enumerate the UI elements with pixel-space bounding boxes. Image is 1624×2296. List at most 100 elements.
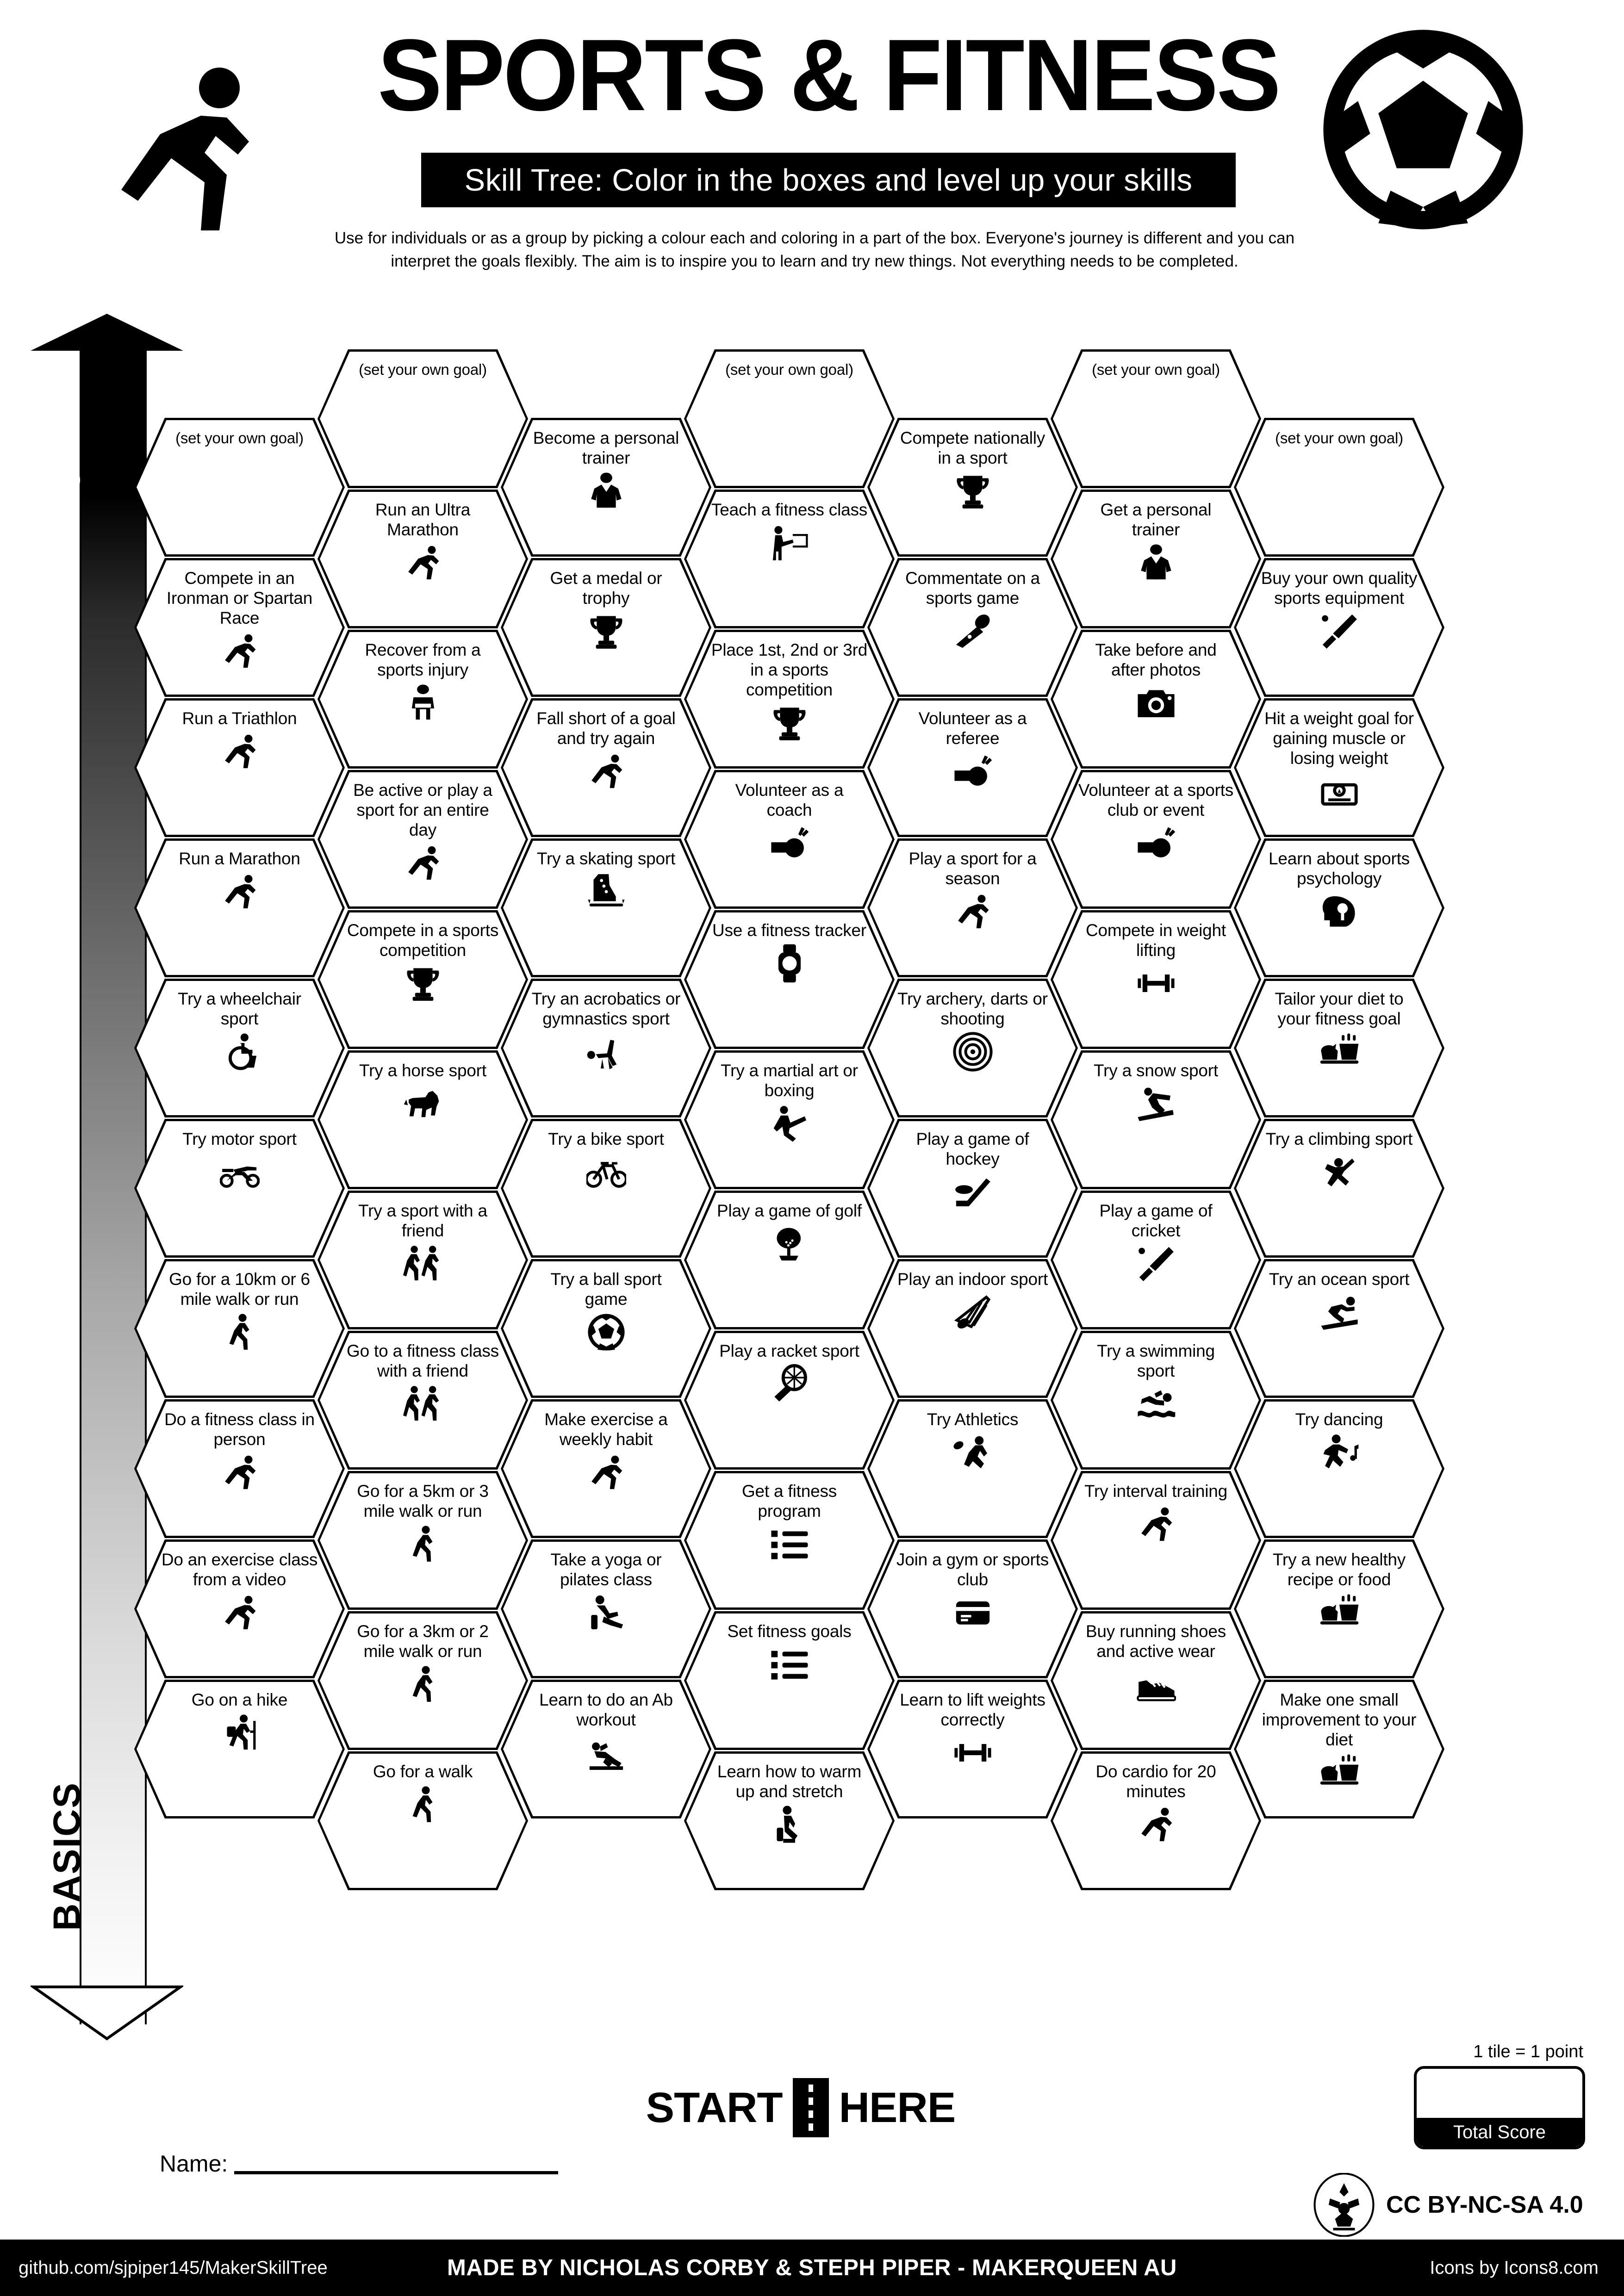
skill-tile-label: Learn to do an Ab workout <box>539 1690 673 1729</box>
skill-tile[interactable]: Get a fitness program <box>684 1471 895 1610</box>
skill-tile[interactable]: Play a game of golf <box>684 1191 895 1329</box>
total-score-box[interactable]: 1 tile = 1 point Total Score <box>1414 2042 1585 2149</box>
skill-tile[interactable]: Set fitness goals <box>684 1611 895 1750</box>
skill-tile-label: Try interval training <box>1084 1482 1228 1501</box>
skill-tile[interactable]: Try a martial art or boxing <box>684 1050 895 1189</box>
skill-tile-label: Play a game of cricket <box>1099 1201 1213 1240</box>
meal-icon <box>1319 1593 1359 1632</box>
github-link[interactable]: github.com/sjpiper145/MakerSkillTree <box>19 2257 328 2278</box>
runner-icon <box>403 543 443 583</box>
skill-tile[interactable]: Make one small improvement to your diet <box>1234 1680 1444 1818</box>
skill-tile-custom-goal[interactable]: (set your own goal) <box>1051 349 1261 488</box>
skill-tile[interactable]: Try an acrobatics or gymnastics sport <box>501 979 711 1117</box>
skill-tile-label: Buy your own quality sports equipment <box>1261 569 1418 608</box>
score-box-frame[interactable]: Total Score <box>1414 2066 1585 2149</box>
skill-tile[interactable]: Hit a weight goal for gaining muscle or … <box>1234 698 1444 837</box>
hex-outline <box>867 698 1078 837</box>
skill-tile-label: Do a fitness class in person <box>164 1410 315 1449</box>
skill-tile-custom-goal[interactable]: (set your own goal) <box>684 349 895 488</box>
page-footer: github.com/sjpiper145/MakerSkillTree MAD… <box>0 2240 1624 2296</box>
skill-tile[interactable]: Go for a 10km or 6 mile walk or run <box>134 1259 345 1398</box>
skill-tile[interactable]: Learn how to warm up and stretch <box>684 1751 895 1890</box>
skill-tile[interactable]: Try an ocean sport <box>1234 1259 1444 1398</box>
skill-tile[interactable]: Be active or play a sport for an entire … <box>317 770 528 909</box>
skill-tile[interactable]: Join a gym or sports club <box>867 1539 1078 1678</box>
skill-tile[interactable]: Learn to do an Ab workout <box>501 1680 711 1818</box>
skill-tile[interactable]: Try a swimming sport <box>1051 1331 1261 1470</box>
skill-tile[interactable]: Try a snow sport <box>1051 1050 1261 1189</box>
skill-tile[interactable]: Compete in a sports competition <box>317 910 528 1049</box>
card-icon <box>953 1593 993 1632</box>
skill-tile[interactable]: Take before and after photos <box>1051 630 1261 769</box>
skill-tile[interactable]: Try a wheelchair sport <box>134 979 345 1117</box>
skill-tile[interactable]: Try interval training <box>1051 1471 1261 1610</box>
skill-tile[interactable]: Compete in weight lifting <box>1051 910 1261 1049</box>
skill-tile[interactable]: Commentate on a sports game <box>867 558 1078 697</box>
skill-tile[interactable]: Volunteer as a referee <box>867 698 1078 837</box>
skill-tile[interactable]: Learn to lift weights correctly <box>867 1680 1078 1818</box>
runner-icon <box>953 892 993 931</box>
skill-tile-custom-goal[interactable]: (set your own goal) <box>134 418 345 557</box>
skill-tile[interactable]: Run an Ultra Marathon <box>317 490 528 628</box>
skill-tile-label: Run an Ultra Marathon <box>375 500 471 539</box>
skill-tile[interactable]: Go on a hike <box>134 1680 345 1818</box>
hex-outline <box>684 349 895 488</box>
hex-outline <box>867 1680 1078 1818</box>
skill-tile[interactable]: Play a game of hockey <box>867 1119 1078 1258</box>
skill-tile[interactable]: Compete nationally in a sport <box>867 418 1078 557</box>
skill-tile[interactable]: Make exercise a weekly habit <box>501 1399 711 1538</box>
skill-tile-custom-goal[interactable]: (set your own goal) <box>317 349 528 488</box>
skill-tile[interactable]: Compete in an Ironman or Spartan Race <box>134 558 345 697</box>
skill-tile[interactable]: Go for a walk <box>317 1751 528 1890</box>
skill-tile[interactable]: Try motor sport <box>134 1119 345 1258</box>
skill-tile[interactable]: Try a ball sport game <box>501 1259 711 1398</box>
skill-tile[interactable]: Do an exercise class from a video <box>134 1539 345 1678</box>
skill-tile[interactable]: Take a yoga or pilates class <box>501 1539 711 1678</box>
name-input-line[interactable] <box>234 2170 559 2174</box>
skill-tile[interactable]: Try a sport with a friend <box>317 1191 528 1329</box>
skill-tile[interactable]: Become a personal trainer <box>501 418 711 557</box>
skill-tile[interactable]: Play a racket sport <box>684 1331 895 1470</box>
dumbbell-icon <box>953 1733 993 1773</box>
skill-tile[interactable]: Fall short of a goal and try again <box>501 698 711 837</box>
skill-tile-custom-goal[interactable]: (set your own goal) <box>1234 418 1444 557</box>
skill-tile[interactable]: Buy your own quality sports equipment <box>1234 558 1444 697</box>
skill-tile[interactable]: Try Athletics <box>867 1399 1078 1538</box>
skill-tile[interactable]: Play a sport for a season <box>867 838 1078 977</box>
skill-tile[interactable]: Do a fitness class in person <box>134 1399 345 1538</box>
skill-tile[interactable]: Try dancing <box>1234 1399 1444 1538</box>
skill-tile[interactable]: Tailor your diet to your fitness goal <box>1234 979 1444 1117</box>
skill-tile[interactable]: Do cardio for 20 minutes <box>1051 1751 1261 1890</box>
skill-tile[interactable]: Try archery, darts or shooting <box>867 979 1078 1117</box>
skill-tile[interactable]: Try a skating sport <box>501 838 711 977</box>
skill-tile-label: Learn how to warm up and stretch <box>717 1762 862 1801</box>
name-field-row[interactable]: Name: <box>160 2145 669 2177</box>
skill-tile-label: Try a sport with a friend <box>358 1201 487 1240</box>
skill-tile-label: Go to a fitness class with a friend <box>347 1341 499 1380</box>
skill-tile-label: Try a swimming sport <box>1097 1341 1215 1380</box>
hex-outline <box>317 1191 528 1329</box>
skill-tile[interactable]: Try a climbing sport <box>1234 1119 1444 1258</box>
hex-outline <box>867 1399 1078 1538</box>
skill-tile[interactable]: Run a Triathlon <box>134 698 345 837</box>
skill-tile[interactable]: Try a bike sport <box>501 1119 711 1258</box>
skill-tile[interactable]: Place 1st, 2nd or 3rd in a sports compet… <box>684 630 895 769</box>
skill-tile[interactable]: Volunteer as a coach <box>684 770 895 909</box>
skill-tile[interactable]: Get a personal trainer <box>1051 490 1261 628</box>
skill-tile[interactable]: Buy running shoes and active wear <box>1051 1611 1261 1750</box>
skill-tile[interactable]: Try a horse sport <box>317 1050 528 1189</box>
skill-tile[interactable]: Try a new healthy recipe or food <box>1234 1539 1444 1678</box>
skill-tile[interactable]: Go for a 3km or 2 mile walk or run <box>317 1611 528 1750</box>
skill-tile[interactable]: Volunteer at a sports club or event <box>1051 770 1261 909</box>
skill-tile[interactable]: Go for a 5km or 3 mile walk or run <box>317 1471 528 1610</box>
skill-tile[interactable]: Use a fitness tracker <box>684 910 895 1049</box>
skill-tile[interactable]: Run a Marathon <box>134 838 345 977</box>
icons-credit[interactable]: Icons by Icons8.com <box>1430 2257 1599 2278</box>
skill-tile[interactable]: Go to a fitness class with a friend <box>317 1331 528 1470</box>
skill-tile[interactable]: Play an indoor sport <box>867 1259 1078 1398</box>
skill-tile[interactable]: Teach a fitness class <box>684 490 895 628</box>
skill-tile[interactable]: Play a game of cricket <box>1051 1191 1261 1329</box>
skill-tile[interactable]: Recover from a sports injury <box>317 630 528 769</box>
skill-tile[interactable]: Learn about sports psychology <box>1234 838 1444 977</box>
skill-tile[interactable]: Get a medal or trophy <box>501 558 711 697</box>
